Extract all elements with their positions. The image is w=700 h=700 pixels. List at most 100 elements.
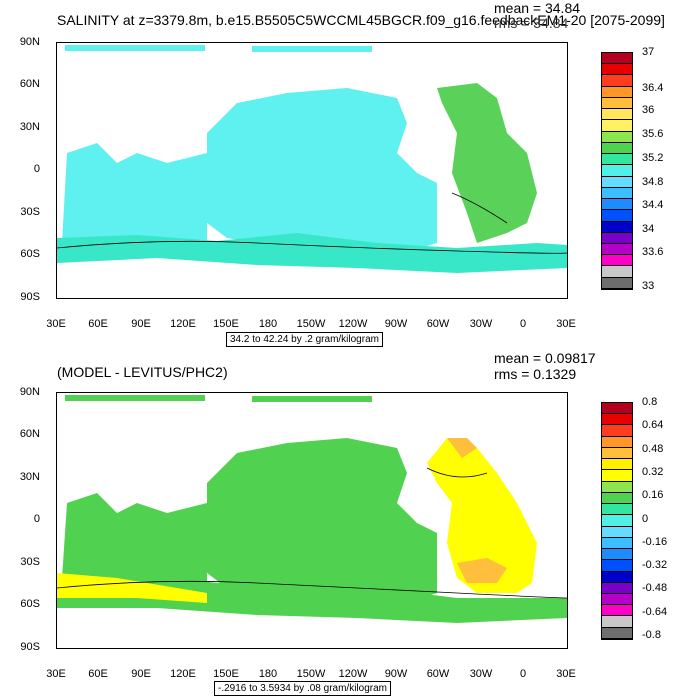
panel1-colorbar-label: 34.4 (642, 199, 664, 211)
panel2-xtick: 90E (131, 668, 151, 680)
colorbar-segment (602, 120, 632, 132)
panel1-contour (57, 240, 567, 254)
colorbar-segment (602, 154, 632, 166)
panel2-xtick: 0 (519, 668, 527, 680)
panel1-colorbar-label: 34 (642, 223, 655, 235)
panel1-xtick: 60W (426, 318, 450, 330)
colorbar-segment (602, 492, 632, 505)
colorbar-segment (602, 414, 632, 426)
panel2-xtick: 30E (556, 668, 576, 680)
colorbar-segment (602, 593, 632, 606)
colorbar-segment (602, 436, 632, 448)
panel2-ytick: 30N (19, 471, 40, 483)
panel2-colorbar-label: -0.48 (642, 582, 668, 594)
colorbar-segment (602, 97, 632, 110)
colorbar-segment (602, 64, 632, 76)
panel2-xtick: 60W (426, 668, 450, 680)
panel2-ytick: 60N (19, 428, 40, 440)
colorbar-segment (602, 425, 632, 437)
panel2-xtick: 90W (384, 668, 408, 680)
panel1-map (56, 42, 568, 299)
colorbar-segment (602, 627, 632, 639)
panel1-ytick: 60S (20, 248, 40, 260)
colorbar-segment (602, 560, 632, 572)
colorbar-segment (602, 131, 632, 143)
panel2-south-band (57, 573, 207, 603)
panel1-pacific (207, 88, 437, 258)
colorbar-segment (602, 75, 632, 87)
colorbar-segment (602, 232, 632, 244)
panel2-xtick: 120E (170, 668, 196, 680)
colorbar-segment (602, 616, 632, 628)
panel2-xtick: 180 (258, 668, 278, 680)
panel1-arctic (65, 45, 205, 51)
panel2-ytick: 30S (20, 556, 40, 568)
panel2-ytick: 90S (20, 641, 40, 653)
panel2-xtick: 150E (213, 668, 239, 680)
colorbar-segment (602, 447, 632, 460)
panel2-pacific (207, 438, 437, 608)
colorbar-segment (602, 86, 632, 98)
colorbar-segment (602, 605, 632, 617)
panel1-ytick: 0 (33, 163, 40, 175)
panel1-xtick: 90W (384, 318, 408, 330)
panel1-xtick: 30E (46, 318, 66, 330)
panel1-xtick: 60E (88, 318, 108, 330)
panel2-colorbar-label: 0.48 (642, 443, 664, 455)
panel1-southern-ocean (57, 233, 567, 273)
panel2-contour (57, 580, 567, 599)
panel1-xtick: 150E (213, 318, 239, 330)
colorbar-segment (602, 470, 632, 482)
panel1-xtick: 30W (469, 318, 493, 330)
colorbar-segment (602, 165, 632, 177)
panel2-southern-ocean (57, 573, 567, 623)
panel1-title: SALINITY at z=3379.8m, b.e15.B5505C5WCCM… (57, 12, 665, 28)
panel2-colorbar-label: -0.32 (642, 559, 668, 571)
colorbar-segment (602, 571, 632, 583)
panel1-contour-2 (451, 192, 508, 224)
panel1-xtick: 120W (338, 318, 368, 330)
panel2-colorbar-label: 0.8 (642, 396, 658, 408)
panel2-arctic (65, 395, 205, 401)
panel1-colorbar-label: 34.8 (642, 176, 664, 188)
colorbar-segment (602, 582, 632, 594)
panel1-ytick: 30S (20, 206, 40, 218)
colorbar-segment (602, 266, 632, 278)
panel1-colorbar-label: 33.6 (642, 246, 664, 258)
colorbar-segment (602, 243, 632, 256)
panel1-xtick: 0 (519, 318, 527, 330)
colorbar-segment (602, 504, 632, 516)
panel1-colorbar-label: 33 (642, 280, 655, 292)
panel2-xtick: 30W (469, 668, 493, 680)
panel1-colorbar-label: 36.4 (642, 82, 664, 94)
panel2-xtick: 120W (338, 668, 368, 680)
panel1-colorbar (601, 52, 633, 290)
panel1-xtick: 150W (296, 318, 326, 330)
colorbar-segment (602, 176, 632, 188)
colorbar-segment (602, 537, 632, 550)
panel2-colorbar-label: -0.8 (642, 629, 661, 641)
panel2-indian-ocean (62, 493, 207, 588)
panel1-xtick: 30E (556, 318, 576, 330)
panel2-contour-info: -.2916 to 3.5934 by .08 gram/kilogram (214, 681, 391, 696)
panel2-atlantic-anomaly (457, 558, 507, 583)
colorbar-segment (602, 526, 632, 538)
panel1-ytick: 60N (19, 78, 40, 90)
panel2-map (56, 392, 568, 649)
panel1-atlantic (437, 83, 537, 243)
colorbar-segment (602, 481, 632, 493)
panel1-colorbar-label: 36 (642, 104, 655, 116)
panel1-xtick: 90E (131, 318, 151, 330)
colorbar-segment (602, 255, 632, 267)
panel2-rms: rms = 0.1329 (494, 366, 577, 382)
panel2-colorbar (601, 402, 633, 640)
panel2-contour-2 (426, 467, 488, 478)
panel2-colorbar-label: 0.32 (642, 466, 664, 478)
colorbar-segment (602, 549, 632, 561)
colorbar-segment (602, 187, 632, 200)
panel2-xtick: 60E (88, 668, 108, 680)
panel1-ytick: 90N (19, 36, 40, 48)
panel2-ytick: 0 (33, 513, 40, 525)
colorbar-segment (602, 53, 632, 65)
panel2-xtick: 30E (46, 668, 66, 680)
